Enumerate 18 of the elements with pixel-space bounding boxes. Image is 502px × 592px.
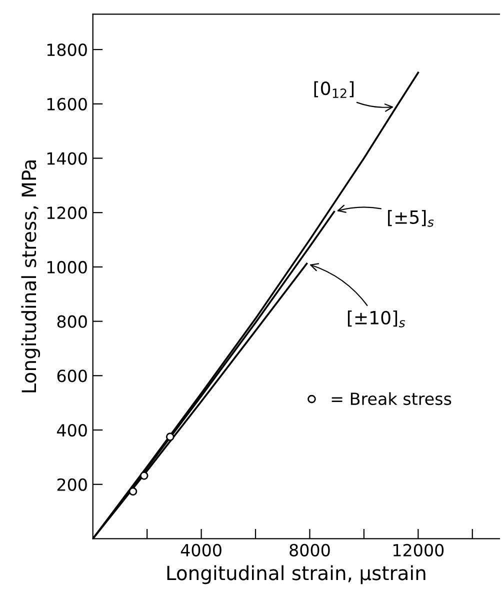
y-tick-label: 1800 — [47, 44, 87, 56]
legend-label: [±5]$_{s}$ — [388, 210, 434, 227]
y-tick-label: 600 — [57, 370, 87, 382]
y-tick-label: 400 — [57, 424, 87, 437]
y-tick-label: 800 — [57, 315, 87, 328]
y-tick-label: 200 — [57, 478, 87, 491]
x-tick-label: 12000 — [393, 544, 444, 556]
y-axis-title: Longitudinal stress, MPa — [21, 160, 40, 392]
x-axis-title: Longitudinal strain, μstrain — [167, 565, 426, 584]
y-tick-label: 1400 — [47, 152, 87, 165]
text: [0$_{12}$] — [314, 81, 354, 98]
y-tick-label: 1600 — [47, 98, 87, 110]
text: [±10]$_{s}$ — [348, 310, 406, 328]
legend-label: = Break stress — [332, 392, 452, 406]
y-tick-label: 1200 — [47, 206, 87, 220]
x-tick-label: 8000 — [290, 544, 330, 556]
y-tick-label: 1000 — [47, 260, 87, 274]
x-tick-label: 4000 — [180, 544, 222, 556]
